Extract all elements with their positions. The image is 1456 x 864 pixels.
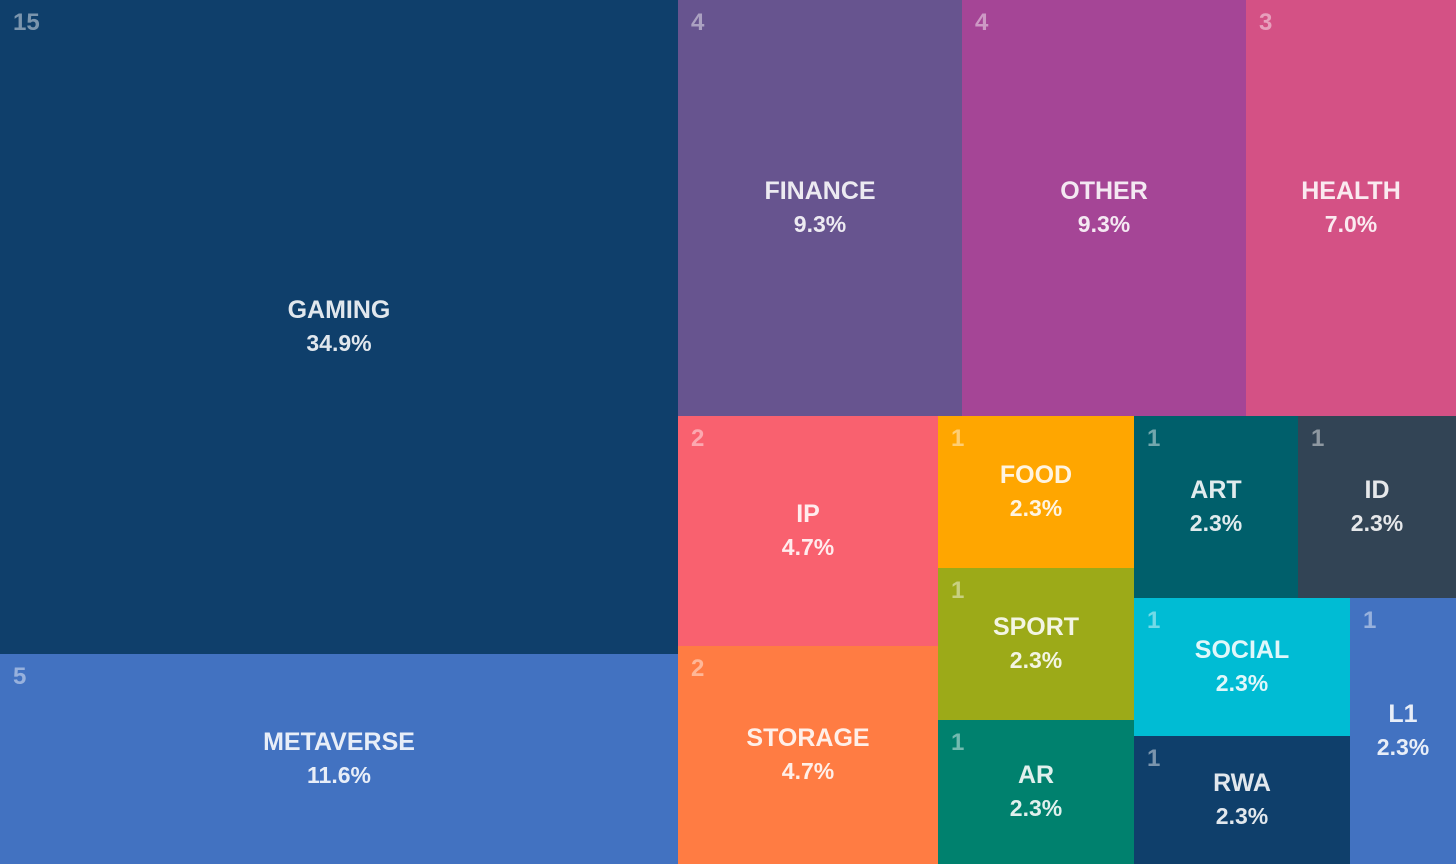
tile-text: STORAGE 4.7%	[678, 722, 938, 788]
tile-share: 2.3%	[1376, 734, 1430, 760]
tile-count: 1	[1147, 607, 1161, 634]
tile-label: STORAGE	[746, 724, 870, 752]
tile-count: 3	[1259, 9, 1273, 36]
tile-label: SOCIAL	[1194, 636, 1290, 664]
tile-text: SPORT 2.3%	[938, 611, 1134, 677]
tile-health[interactable]: 3 HEALTH 7.0%	[1246, 0, 1456, 416]
tile-label: IP	[796, 500, 820, 528]
tile-ip[interactable]: 2 IP 4.7%	[678, 416, 938, 646]
tile-count: 1	[951, 729, 965, 756]
tile-share: 34.9%	[306, 330, 372, 356]
tile-metaverse[interactable]: 5 METAVERSE 11.6%	[0, 654, 678, 864]
tile-count: 1	[1147, 745, 1161, 772]
tile-count: 15	[13, 9, 40, 36]
tile-share: 4.7%	[781, 534, 835, 560]
tile-share: 2.3%	[1009, 647, 1063, 673]
tile-share: 4.7%	[781, 758, 835, 784]
tile-share: 9.3%	[793, 211, 847, 237]
tile-count: 2	[691, 425, 705, 452]
tile-share: 2.3%	[1009, 795, 1063, 821]
tile-label: OTHER	[1060, 177, 1148, 205]
tile-share: 2.3%	[1350, 510, 1404, 536]
tile-share: 7.0%	[1324, 211, 1378, 237]
tile-text: IP 4.7%	[678, 498, 938, 564]
tile-count: 1	[951, 577, 965, 604]
tile-other[interactable]: 4 OTHER 9.3%	[962, 0, 1246, 416]
tile-label: L1	[1388, 700, 1418, 728]
tile-text: FINANCE 9.3%	[678, 175, 962, 241]
tile-text: FOOD 2.3%	[938, 459, 1134, 525]
tile-text: METAVERSE 11.6%	[0, 726, 678, 792]
tile-count: 1	[951, 425, 965, 452]
tile-label: ART	[1190, 476, 1242, 504]
tile-share: 11.6%	[307, 762, 371, 788]
tile-label: SPORT	[992, 613, 1080, 641]
tile-text: RWA 2.3%	[1134, 767, 1350, 833]
tile-count: 1	[1147, 425, 1161, 452]
tile-share: 2.3%	[1215, 803, 1269, 829]
tile-label: FOOD	[999, 461, 1073, 489]
tile-label: HEALTH	[1301, 177, 1401, 205]
tile-text: L1 2.3%	[1350, 698, 1456, 764]
tile-sport[interactable]: 1 SPORT 2.3%	[938, 568, 1134, 720]
tile-text: AR 2.3%	[938, 759, 1134, 825]
tile-text: ART 2.3%	[1134, 474, 1298, 540]
tile-share: 2.3%	[1215, 670, 1269, 696]
tile-count: 4	[691, 9, 705, 36]
tile-social[interactable]: 1 SOCIAL 2.3%	[1134, 598, 1350, 736]
tile-count: 1	[1311, 425, 1325, 452]
tile-art[interactable]: 1 ART 2.3%	[1134, 416, 1298, 598]
tile-label: FINANCE	[764, 177, 876, 205]
tile-label: METAVERSE	[263, 728, 415, 756]
tile-id[interactable]: 1 ID 2.3%	[1298, 416, 1456, 598]
tile-finance[interactable]: 4 FINANCE 9.3%	[678, 0, 962, 416]
tile-gaming[interactable]: 15 GAMING 34.9%	[0, 0, 678, 654]
tile-l1[interactable]: 1 L1 2.3%	[1350, 598, 1456, 864]
tile-count: 5	[13, 663, 27, 690]
tile-label: AR	[1017, 761, 1055, 789]
tile-ar[interactable]: 1 AR 2.3%	[938, 720, 1134, 864]
tile-rwa[interactable]: 1 RWA 2.3%	[1134, 736, 1350, 864]
tile-label: GAMING	[287, 296, 391, 324]
tile-text: ID 2.3%	[1298, 474, 1456, 540]
tile-share: 2.3%	[1189, 510, 1243, 536]
tile-share: 2.3%	[1009, 495, 1063, 521]
tile-count: 4	[975, 9, 989, 36]
tile-share: 9.3%	[1077, 211, 1131, 237]
tile-text: GAMING 34.9%	[0, 294, 678, 360]
tile-label: ID	[1364, 476, 1390, 504]
tile-storage[interactable]: 2 STORAGE 4.7%	[678, 646, 938, 864]
tile-count: 1	[1363, 607, 1377, 634]
tile-text: OTHER 9.3%	[962, 175, 1246, 241]
tile-label: RWA	[1213, 769, 1271, 797]
tile-text: HEALTH 7.0%	[1246, 175, 1456, 241]
tile-count: 2	[691, 655, 705, 682]
tile-text: SOCIAL 2.3%	[1134, 634, 1350, 700]
tile-food[interactable]: 1 FOOD 2.3%	[938, 416, 1134, 568]
